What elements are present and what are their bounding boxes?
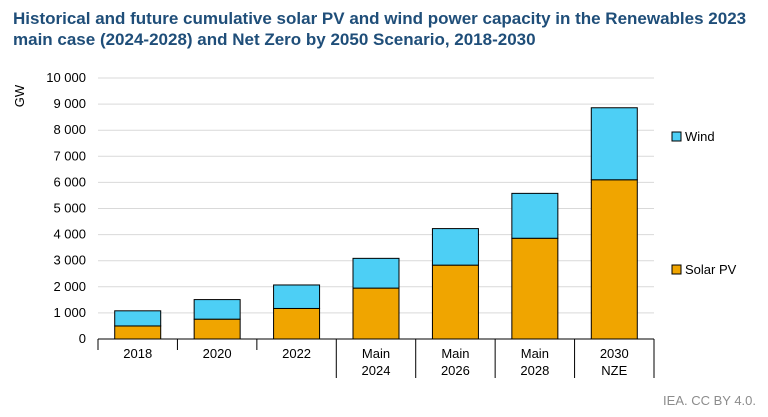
bar-solar-pv	[590, 179, 638, 340]
x-tick-label-line2: 2024	[362, 363, 391, 378]
x-tick-label: 2030	[600, 346, 629, 361]
bar-wind	[590, 107, 638, 181]
y-tick-label: 10 000	[46, 70, 86, 85]
gridlines	[98, 77, 654, 314]
y-tick-labels: 0 1 000 2 000 3 000 4 000 5 000 6 000 7 000 8 00…	[12, 70, 86, 346]
bar-wind	[114, 310, 162, 327]
x-tick-label: 2018	[123, 346, 152, 361]
x-tick-label: Main	[362, 346, 390, 361]
bar-solar-pv	[511, 237, 559, 340]
legend-label: Solar PV	[685, 262, 737, 277]
x-tick-label-line2: NZE	[601, 363, 627, 378]
legend-swatch	[671, 264, 682, 275]
bar-solar-pv	[114, 325, 162, 340]
bar-wind	[511, 192, 559, 239]
y-tick-label: 0	[79, 331, 86, 346]
chart-title: Historical and future cumulative solar P…	[13, 9, 747, 49]
y-tick-label: 1 000	[53, 305, 86, 320]
y-tick-label: 2 000	[53, 279, 86, 294]
y-tick-label: 3 000	[53, 253, 86, 268]
bar-solar-pv	[431, 264, 479, 340]
x-tick-label: Main	[521, 346, 549, 361]
legend-label: Wind	[685, 129, 715, 144]
y-axis-label: GW	[12, 84, 27, 107]
y-tick-label: 5 000	[53, 201, 86, 216]
bar-wind	[352, 257, 400, 289]
y-tick-label: 7 000	[53, 148, 86, 163]
y-tick-label: 8 000	[53, 122, 86, 137]
bar-wind	[431, 228, 479, 266]
axes	[97, 338, 655, 378]
legend: Wind Solar PV	[671, 129, 737, 277]
source-credit: IEA. CC BY 4.0.	[663, 393, 756, 408]
x-tick-label-line2: 2026	[441, 363, 470, 378]
y-tick-label: 4 000	[53, 227, 86, 242]
x-tick-label: 2020	[203, 346, 232, 361]
bar-wind	[273, 284, 321, 309]
x-tick-label: Main	[441, 346, 469, 361]
x-tick-label-line2: 2028	[520, 363, 549, 378]
bar-wind	[193, 299, 241, 320]
bars	[114, 107, 638, 340]
bar-solar-pv	[273, 307, 321, 340]
x-tick-labels: 2018 2020 2022 Main 2024 Main 2026 Main 2028 2030…	[123, 346, 628, 378]
bar-solar-pv	[193, 318, 241, 340]
bar-solar-pv	[352, 287, 400, 340]
x-tick-label: 2022	[282, 346, 311, 361]
y-tick-label: 6 000	[53, 174, 86, 189]
legend-swatch	[671, 131, 682, 142]
y-tick-label: 9 000	[53, 96, 86, 111]
